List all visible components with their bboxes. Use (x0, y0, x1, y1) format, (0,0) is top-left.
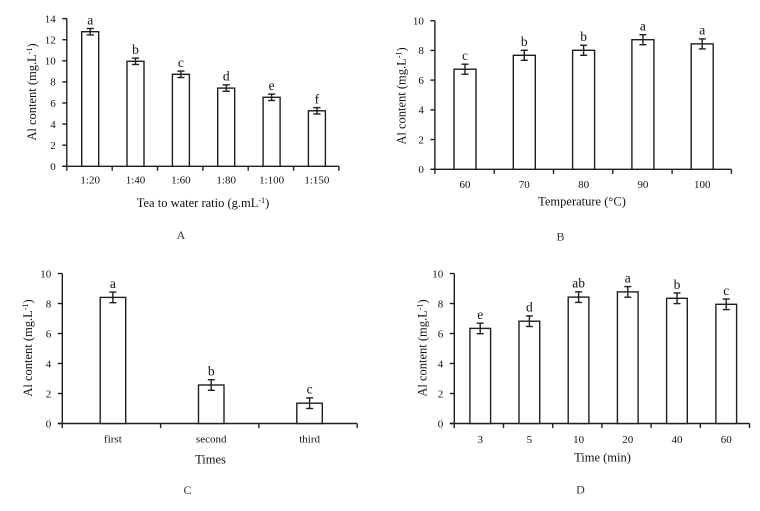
svg-text:1:100: 1:100 (259, 175, 285, 187)
svg-text:60: 60 (460, 179, 472, 191)
svg-text:a: a (699, 23, 705, 38)
svg-text:5: 5 (527, 434, 533, 446)
svg-text:b: b (521, 34, 528, 49)
svg-text:b: b (208, 364, 215, 379)
svg-text:2: 2 (418, 134, 424, 146)
svg-text:b: b (132, 42, 139, 57)
svg-text:1:150: 1:150 (304, 175, 330, 187)
svg-text:6: 6 (418, 75, 424, 87)
svg-text:e: e (269, 78, 275, 93)
svg-text:2: 2 (50, 140, 56, 152)
svg-text:c: c (307, 382, 313, 397)
svg-text:c: c (462, 48, 468, 63)
svg-text:e: e (477, 307, 483, 322)
svg-text:10: 10 (432, 268, 444, 280)
svg-text:Al content (mg.L-1): Al content (mg.L-1) (21, 299, 35, 396)
svg-text:4: 4 (46, 358, 52, 370)
svg-text:2: 2 (46, 388, 52, 400)
svg-text:60: 60 (721, 434, 733, 446)
svg-text:0: 0 (438, 418, 444, 430)
svg-text:Al content (mg.L-1): Al content (mg.L-1) (416, 299, 430, 396)
svg-text:A: A (177, 228, 186, 242)
svg-text:3: 3 (477, 434, 483, 446)
svg-text:10: 10 (573, 434, 585, 446)
svg-text:Temperature (°C): Temperature (°C) (538, 195, 626, 209)
svg-text:8: 8 (438, 298, 444, 310)
svg-text:first: first (104, 434, 122, 446)
svg-text:40: 40 (672, 434, 684, 446)
svg-text:second: second (196, 434, 227, 446)
svg-text:Al content (mg.L-1): Al content (mg.L-1) (395, 47, 409, 144)
svg-text:14: 14 (45, 13, 57, 25)
svg-text:90: 90 (637, 179, 649, 191)
svg-text:70: 70 (519, 179, 531, 191)
svg-text:Times: Times (195, 453, 226, 467)
svg-text:100: 100 (694, 179, 711, 191)
svg-text:12: 12 (45, 35, 56, 47)
svg-text:1:60: 1:60 (171, 175, 191, 187)
svg-text:0: 0 (418, 164, 424, 176)
svg-text:6: 6 (50, 98, 56, 110)
svg-text:Tea to water ratio (g.mL-1): Tea to water ratio (g.mL-1) (137, 196, 270, 210)
svg-text:a: a (640, 19, 646, 34)
svg-text:10: 10 (45, 56, 57, 68)
svg-text:1:20: 1:20 (80, 175, 100, 187)
svg-text:8: 8 (50, 77, 56, 89)
svg-text:6: 6 (46, 328, 52, 340)
svg-text:c: c (178, 55, 184, 70)
svg-text:D: D (576, 483, 585, 497)
svg-text:10: 10 (413, 16, 425, 28)
svg-text:2: 2 (438, 388, 444, 400)
svg-text:4: 4 (418, 105, 424, 117)
svg-text:b: b (674, 277, 681, 292)
svg-text:C: C (183, 483, 191, 497)
svg-text:f: f (315, 91, 320, 106)
svg-text:ab: ab (572, 276, 585, 291)
svg-text:10: 10 (40, 268, 52, 280)
svg-text:1:80: 1:80 (216, 175, 236, 187)
svg-text:a: a (625, 270, 631, 285)
svg-text:d: d (223, 69, 230, 84)
svg-text:B: B (556, 230, 564, 244)
svg-text:1:40: 1:40 (126, 175, 146, 187)
svg-text:Time (min): Time (min) (574, 451, 631, 465)
svg-text:c: c (723, 283, 729, 298)
svg-text:4: 4 (50, 119, 56, 131)
svg-text:a: a (110, 276, 116, 291)
svg-text:0: 0 (46, 418, 52, 430)
svg-text:80: 80 (578, 179, 590, 191)
svg-text:8: 8 (418, 45, 424, 57)
svg-text:a: a (87, 12, 93, 27)
svg-text:8: 8 (46, 298, 52, 310)
svg-text:6: 6 (438, 328, 444, 340)
svg-text:Al content (mg.L-1): Al content (mg.L-1) (25, 43, 39, 140)
svg-text:4: 4 (438, 358, 444, 370)
svg-text:0: 0 (50, 161, 56, 173)
svg-text:third: third (299, 434, 320, 446)
svg-text:d: d (526, 300, 533, 315)
svg-text:20: 20 (622, 434, 634, 446)
svg-text:b: b (580, 29, 587, 44)
